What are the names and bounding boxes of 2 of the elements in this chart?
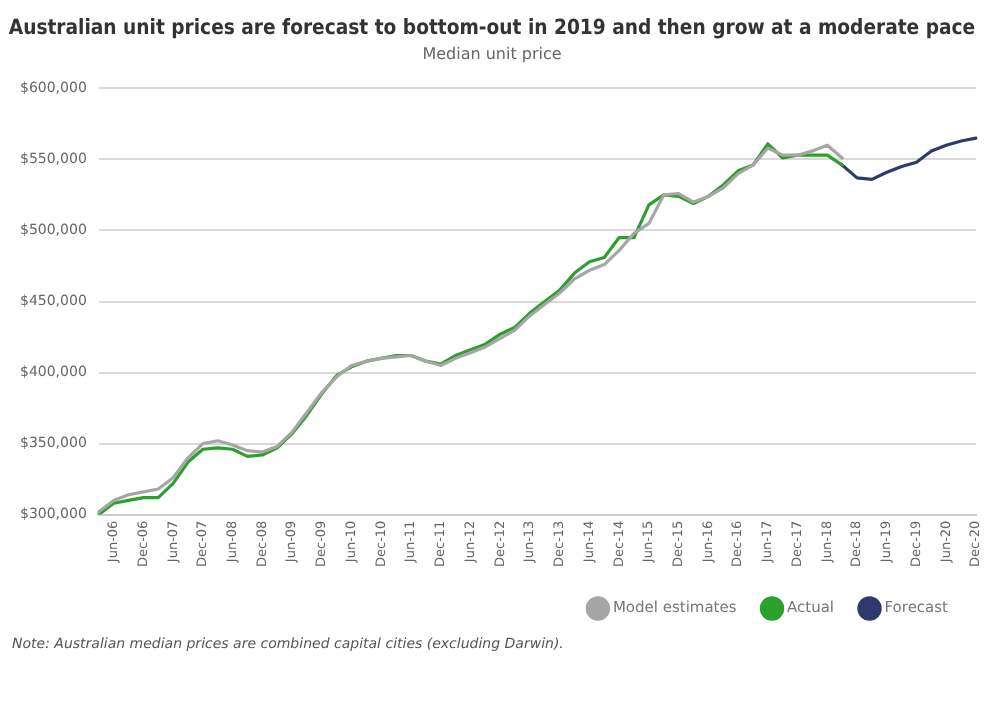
chart-subtitle: Median unit price (422, 44, 562, 63)
chart-title: Australian unit prices are forecast to bottom-out in 2019 and then grow at a moderate pace (8, 17, 976, 41)
